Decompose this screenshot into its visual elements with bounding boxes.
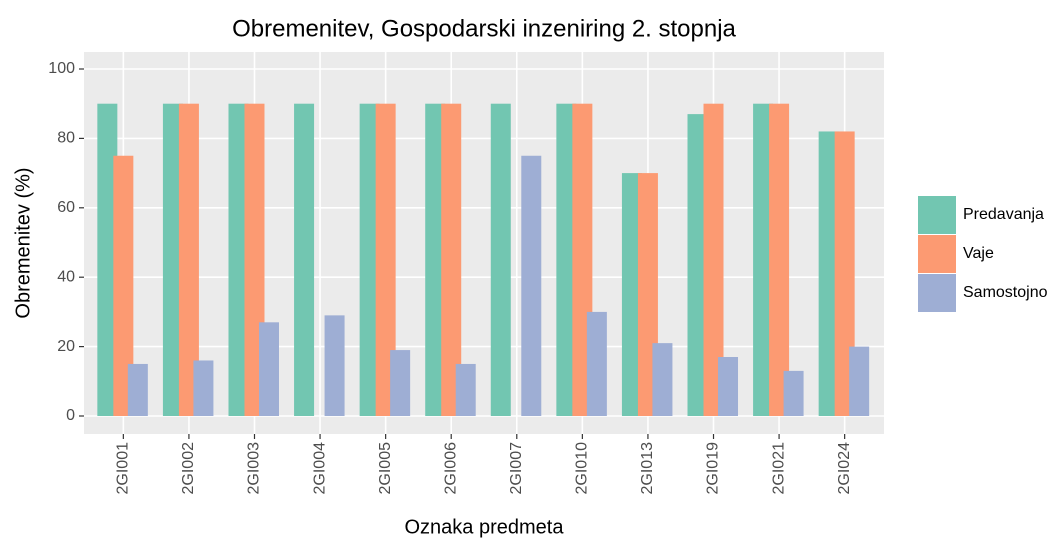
x-tick-label: 2GI019 (705, 442, 722, 495)
bar (375, 103, 396, 416)
bar (390, 350, 411, 416)
legend-label: Samostojno (963, 284, 1048, 301)
legend-key (918, 196, 956, 234)
bar (359, 103, 380, 416)
x-tick-label: 2GI002 (180, 442, 197, 495)
y-tick-label: 40 (57, 268, 75, 285)
x-tick-label: 2GI021 (770, 442, 787, 495)
x-tick-label: 2GI004 (311, 442, 328, 495)
x-tick-label: 2GI010 (574, 442, 591, 495)
x-tick-label: 2GI006 (442, 442, 459, 495)
legend-label: Predavanja (963, 206, 1044, 223)
y-tick-label: 60 (57, 199, 75, 216)
bar (769, 103, 790, 416)
x-tick-label: 2GI013 (639, 442, 656, 495)
bar (783, 370, 804, 416)
legend-label: Vaje (963, 245, 994, 262)
bar (324, 315, 345, 416)
bar (586, 311, 607, 416)
y-tick-label: 80 (57, 130, 75, 147)
bar (621, 173, 642, 416)
bar (294, 103, 315, 416)
bar (113, 155, 134, 416)
bar (441, 103, 462, 416)
bar (718, 357, 739, 416)
x-tick-label: 2GI005 (377, 442, 394, 495)
bar (258, 322, 279, 416)
bar (178, 103, 199, 416)
bar (162, 103, 183, 416)
x-tick-label: 2GI001 (115, 442, 132, 495)
bar (228, 103, 249, 416)
bar (703, 103, 724, 416)
bar (556, 103, 577, 416)
bar (455, 363, 476, 416)
x-axis-title: Oznaka predmeta (405, 516, 565, 538)
x-tick-label: 2GI007 (508, 442, 525, 495)
chart-title: Obremenitev, Gospodarski inzeniring 2. s… (232, 15, 736, 42)
bar (687, 114, 708, 417)
bar (193, 360, 214, 416)
bar (753, 103, 774, 416)
panel (84, 52, 884, 434)
y-tick-label: 0 (66, 407, 75, 424)
y-tick-label: 20 (57, 338, 75, 355)
bar (834, 131, 855, 416)
bar (490, 103, 511, 416)
bar (849, 346, 870, 416)
legend-key (918, 274, 956, 312)
x-tick-label: 2GI024 (836, 442, 853, 495)
bar (521, 155, 542, 416)
legend-key (918, 235, 956, 273)
bar (127, 363, 148, 416)
x-tick-label: 2GI003 (246, 442, 263, 495)
bar (97, 103, 118, 416)
y-axis-title: Obremenitev (%) (12, 167, 34, 318)
y-tick-label: 100 (48, 60, 75, 77)
bar (818, 131, 839, 416)
bar (652, 343, 673, 416)
bar (425, 103, 446, 416)
